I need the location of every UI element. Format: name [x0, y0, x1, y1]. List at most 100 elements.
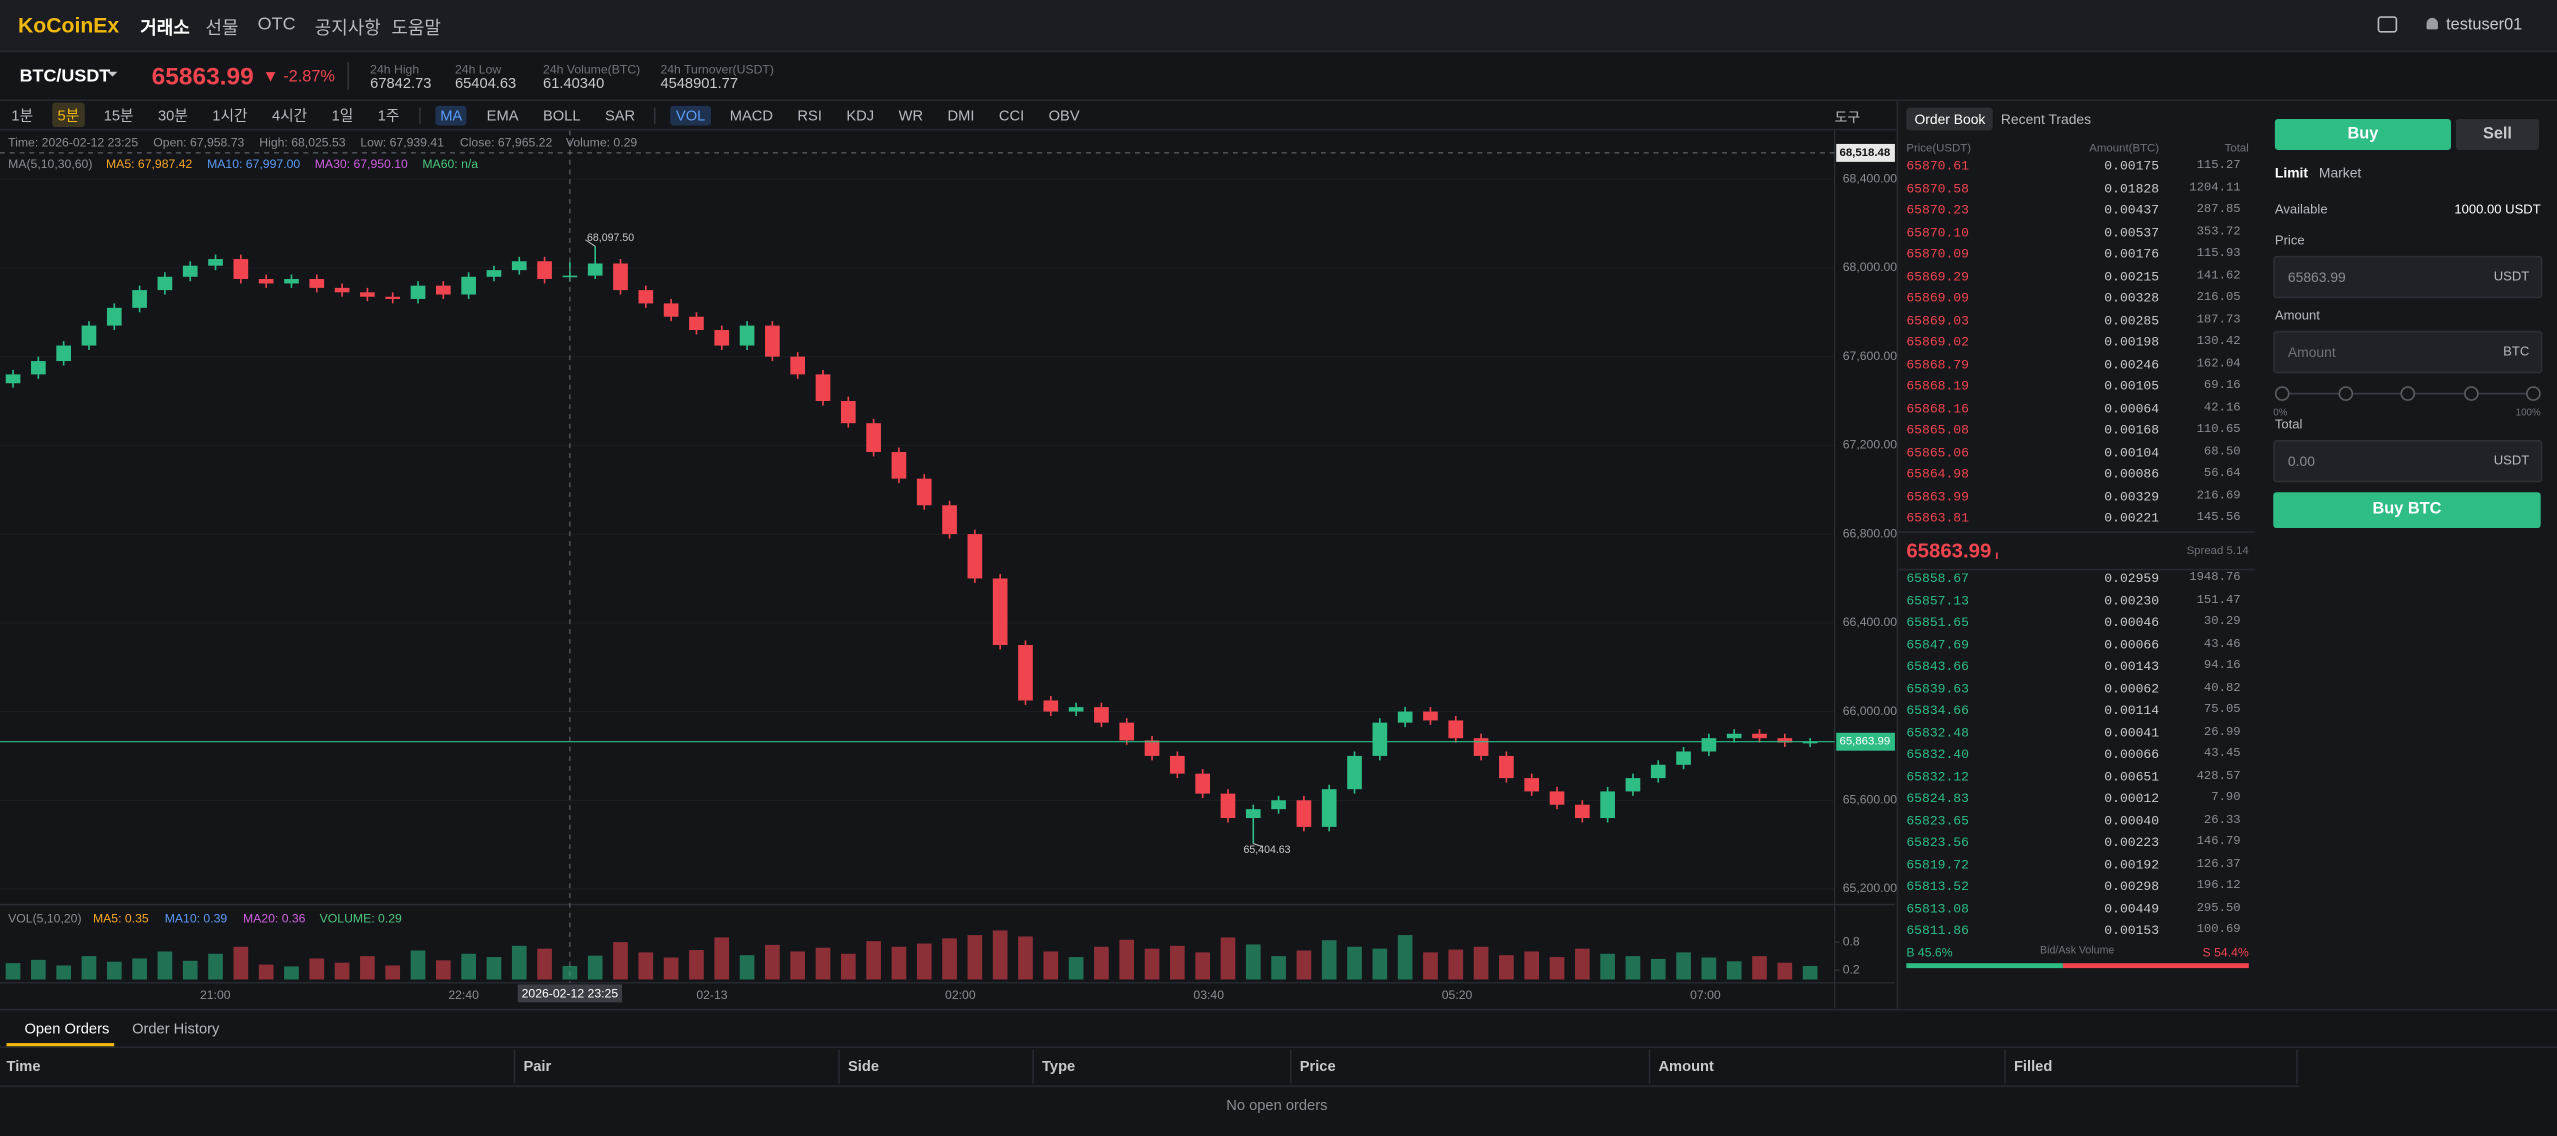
toolbar-button[interactable]: 30분: [158, 107, 188, 124]
toolbar-button[interactable]: VOL: [671, 105, 711, 125]
buy-tab[interactable]: Buy: [2274, 118, 2452, 150]
toolbar-button[interactable]: 5분: [52, 102, 85, 128]
column-header: Time: [6, 1057, 41, 1075]
nav-link[interactable]: 거래소: [140, 19, 190, 40]
toolbar-button[interactable]: KDJ: [846, 106, 875, 124]
toolbar-button[interactable]: MA: [435, 105, 468, 125]
book-price[interactable]: 65864.98: [1906, 467, 1969, 483]
orders-tab-active[interactable]: Open Orders: [24, 1020, 110, 1037]
toolbar-button[interactable]: 4시간: [271, 107, 308, 124]
book-total: 40.82: [2203, 682, 2241, 696]
book-price[interactable]: 65870.58: [1906, 181, 1969, 197]
slider-stop[interactable]: [2463, 386, 2478, 401]
candle-body: [537, 261, 552, 280]
toolbar-button[interactable]: 1시간: [212, 107, 248, 124]
book-price[interactable]: 65865.06: [1906, 445, 1969, 461]
input[interactable]: 0.00 USDT: [2273, 440, 2543, 483]
toolbar-button[interactable]: 1분: [11, 107, 34, 124]
slider-stop[interactable]: [2274, 386, 2290, 401]
slider-stop[interactable]: [2337, 386, 2353, 401]
toolbar-button[interactable]: SAR: [604, 106, 636, 124]
book-price[interactable]: 65869.03: [1906, 313, 1969, 329]
slider-stop[interactable]: [2400, 386, 2416, 401]
candle-body: [334, 287, 350, 293]
book-price[interactable]: 65869.09: [1906, 291, 1969, 307]
nav-link[interactable]: OTC: [257, 14, 296, 35]
book-price[interactable]: 65843.66: [1906, 660, 1969, 675]
book-price[interactable]: 65863.81: [1906, 511, 1969, 527]
book-price[interactable]: 65832.48: [1906, 726, 1969, 741]
toolbar-button[interactable]: WR: [898, 106, 924, 124]
limit-tab[interactable]: Limit: [2274, 164, 2309, 181]
input[interactable]: 65863.99 USDT: [2273, 255, 2543, 299]
book-price[interactable]: 65851.65: [1906, 616, 1969, 631]
book-price[interactable]: 65823.56: [1906, 836, 1969, 851]
nav-link[interactable]: 도움말: [391, 19, 441, 40]
toolbar-button[interactable]: 1일: [331, 107, 354, 124]
pair[interactable]: BTC/USDT: [19, 66, 111, 87]
mid-price: 65863.99: [1906, 539, 1992, 563]
slider-stop[interactable]: [2526, 386, 2541, 401]
book-amount: 0.00114: [2104, 704, 2160, 719]
user-name[interactable]: testuser01: [2446, 16, 2523, 35]
book-price[interactable]: 65824.83: [1906, 792, 1969, 807]
tab[interactable]: Recent Trades: [2000, 110, 2092, 128]
toolbar-button[interactable]: BOLL: [542, 106, 581, 124]
book-price[interactable]: 65868.16: [1906, 401, 1969, 417]
toolbar-button[interactable]: RSI: [797, 106, 822, 124]
book-price[interactable]: 65839.63: [1906, 682, 1969, 697]
market-tab[interactable]: Market: [2318, 164, 2362, 181]
sell-tab[interactable]: Sell: [2455, 118, 2540, 150]
nav-link[interactable]: 공지사항: [314, 19, 381, 40]
book-price[interactable]: 65868.19: [1906, 379, 1969, 395]
candle-body: [385, 296, 401, 299]
book-price[interactable]: 65865.08: [1906, 423, 1969, 439]
toolbar-button[interactable]: EMA: [486, 106, 519, 124]
book-amount: 0.00143: [2104, 660, 2160, 675]
tab-active[interactable]: Order Book: [1906, 107, 1994, 131]
book-price[interactable]: 65832.40: [1906, 748, 1969, 763]
book-price[interactable]: 65834.66: [1906, 704, 1969, 719]
column-separator: [1648, 1049, 1651, 1084]
submit-button[interactable]: Buy BTC: [2273, 492, 2541, 529]
toolbar-button[interactable]: 15분: [103, 107, 134, 124]
book-price[interactable]: 65819.72: [1906, 858, 1969, 873]
input[interactable]: Amount BTC: [2273, 330, 2543, 374]
book-price[interactable]: 65832.12: [1906, 770, 1969, 785]
book-price[interactable]: 65863.99: [1906, 489, 1969, 505]
toolbar-button[interactable]: MACD: [729, 106, 773, 124]
book-price[interactable]: 65870.10: [1906, 225, 1969, 241]
book-price[interactable]: 65813.52: [1906, 880, 1969, 895]
x-tick-label: 07:00: [1690, 988, 1721, 1002]
book-price[interactable]: 65813.08: [1906, 902, 1969, 917]
toolbar-button[interactable]: 1주: [377, 107, 400, 124]
logo[interactable]: KoCoinEx: [17, 13, 120, 38]
orders-tab[interactable]: Order History: [132, 1020, 220, 1037]
book-price[interactable]: 65870.61: [1906, 159, 1969, 175]
tools-button[interactable]: 도구: [1834, 109, 1861, 126]
toolbar-button[interactable]: CCI: [998, 106, 1025, 124]
book-price[interactable]: 65870.23: [1906, 203, 1969, 219]
volume-bar: [1397, 935, 1413, 980]
book-price[interactable]: 65857.13: [1906, 594, 1969, 609]
book-total: 43.45: [2203, 748, 2241, 762]
book-price[interactable]: 65823.65: [1906, 814, 1969, 829]
book-price[interactable]: 65868.79: [1906, 357, 1969, 373]
book-price[interactable]: 65858.67: [1906, 572, 1969, 587]
ma-legend: MA5: 67,987.42: [106, 157, 193, 171]
toolbar-button[interactable]: DMI: [947, 106, 975, 124]
candle-body: [157, 276, 173, 291]
chat-icon[interactable]: [2377, 16, 2398, 33]
book-price[interactable]: 65869.29: [1906, 269, 1969, 285]
nav-link[interactable]: 선물: [205, 19, 239, 40]
input-value: 0.00: [2287, 453, 2315, 470]
book-amount: 0.00192: [2104, 858, 2160, 873]
book-price[interactable]: 65811.86: [1906, 924, 1969, 939]
volume-bar: [1170, 945, 1185, 980]
user-icon[interactable]: [2426, 17, 2438, 30]
book-price[interactable]: 65847.69: [1906, 638, 1969, 653]
toolbar-button[interactable]: OBV: [1048, 106, 1080, 124]
pair-caret[interactable]: [107, 71, 118, 82]
book-price[interactable]: 65870.09: [1906, 247, 1969, 263]
book-price[interactable]: 65869.02: [1906, 335, 1969, 351]
